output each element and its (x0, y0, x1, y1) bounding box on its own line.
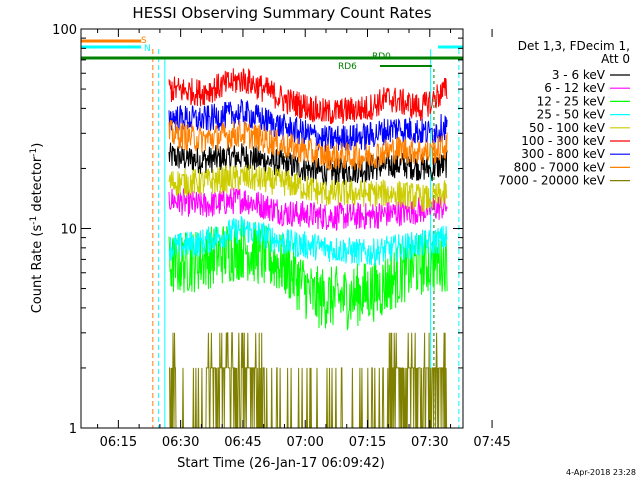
x-tick-label: 06:15 (100, 435, 137, 450)
series-line (168, 142, 448, 187)
series-line (168, 99, 448, 152)
y-axis-label-sup-2: -1 (29, 148, 39, 157)
series-line (168, 119, 448, 172)
plot-area: SN RD0 RD6 (81, 36, 463, 429)
series-line (168, 219, 448, 331)
series-line (169, 332, 448, 429)
x-tick-label: 06:45 (224, 435, 261, 450)
legend-label: 12 - 25 keV (537, 94, 606, 108)
x-tick-label: 07:45 (473, 435, 510, 450)
series-line (168, 68, 448, 125)
y-axis-label-part-1: Count Rate (s (30, 225, 45, 314)
y-axis-ticks: 1 10 100 (52, 23, 463, 437)
legend-label: 300 - 800 keV (521, 147, 605, 161)
legend-label: 100 - 300 keV (521, 134, 605, 148)
legend-header-line-1: Det 1,3, FDecim 1, (518, 39, 630, 53)
y-tick-label: 100 (52, 23, 77, 38)
legend-label: 6 - 12 keV (544, 81, 606, 95)
y-axis-label-sup-1: -1 (29, 216, 39, 225)
x-tick-label: 07:00 (286, 435, 323, 450)
y-tick-label: 1 (69, 422, 77, 437)
legend-label: 25 - 50 keV (537, 108, 606, 122)
y-tick-label: 10 (60, 223, 77, 238)
y-axis-label-part-3: ) (30, 143, 45, 148)
y-axis-label-part-2: detector (30, 156, 45, 216)
series-line (168, 164, 448, 212)
y-axis-label: Count Rate (s-1 detector-1) (29, 143, 45, 314)
flag-label-s: S (141, 36, 147, 46)
chart-title: HESSI Observing Summary Count Rates (132, 4, 431, 22)
flag-label-rd6: RD6 (338, 62, 357, 72)
flag-label-rd0: RD0 (372, 52, 391, 62)
legend-header-line-2: Att 0 (601, 52, 630, 66)
x-axis-ticks: 06:15 06:30 06:45 07:00 07:15 07:30 07:45 (97, 29, 511, 450)
series-line (168, 215, 448, 266)
flag-label-n: N (144, 44, 151, 54)
x-tick-label: 07:30 (411, 435, 448, 450)
x-axis-label: Start Time (26-Jan-17 06:09:42) (177, 456, 385, 471)
legend-label: 7000 - 20000 keV (498, 174, 605, 188)
legend-label: 50 - 100 keV (529, 121, 606, 135)
x-tick-label: 06:30 (162, 435, 199, 450)
legend-label: 800 - 7000 keV (514, 160, 606, 174)
generation-timestamp: 4-Apr-2018 23:28 (566, 468, 636, 477)
series-line (168, 187, 448, 232)
legend-label: 3 - 6 keV (552, 68, 606, 82)
x-tick-label: 07:15 (349, 435, 386, 450)
